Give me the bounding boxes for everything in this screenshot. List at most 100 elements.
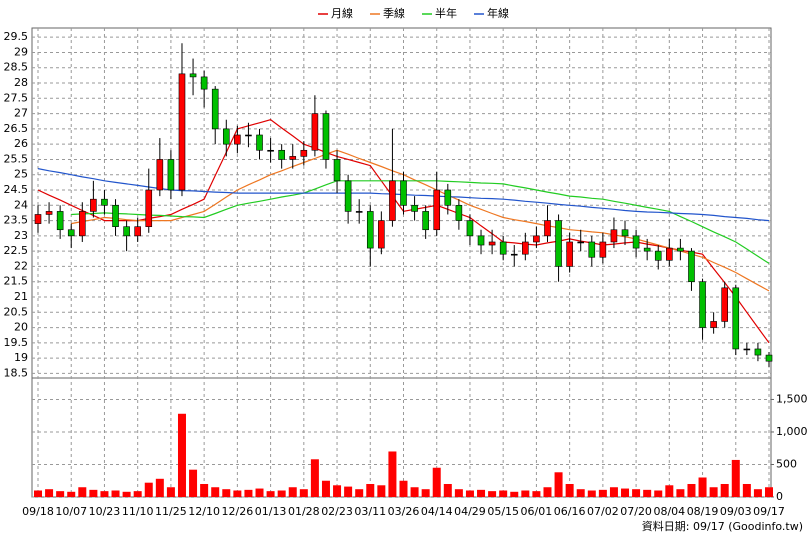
x-tick-label: 12/10	[188, 505, 220, 518]
candle-body	[211, 88, 219, 130]
x-tick-label: 03/26	[388, 505, 420, 518]
volume-bar	[255, 488, 264, 497]
legend: 月線 季線 半年 年線	[318, 6, 509, 20]
y-tick-label: 23	[14, 229, 28, 242]
candle-body	[178, 73, 186, 191]
y-tick-label: 29.5	[4, 30, 29, 43]
y2-tick-label: 1,500	[776, 392, 808, 405]
candle-body	[699, 281, 706, 328]
candle-body	[754, 348, 762, 356]
volume-bar	[443, 483, 452, 497]
candle-body	[544, 220, 551, 237]
x-tick-label: 05/15	[487, 505, 519, 518]
x-tick-label: 07/20	[620, 505, 652, 518]
candle-body	[677, 247, 684, 252]
candle-body	[765, 354, 773, 362]
volume-bar	[676, 489, 685, 497]
x-tick-label: 11/25	[155, 505, 187, 518]
candle-body	[566, 241, 573, 267]
volume-bar	[177, 413, 186, 497]
source-note: 資料日期: 09/17 (Goodinfo.tw)	[642, 519, 803, 533]
y-tick-label: 29	[14, 45, 28, 58]
volume-bar	[554, 472, 563, 497]
volume-bar	[565, 483, 574, 497]
volume-bar	[299, 489, 308, 497]
x-tick-label: 04/14	[421, 505, 453, 518]
volume-bar	[366, 483, 375, 497]
volume-bar	[709, 487, 718, 497]
volume-bar	[488, 491, 497, 497]
candle-body	[200, 76, 208, 90]
candle-body	[444, 189, 452, 206]
volume-bar	[765, 487, 773, 497]
volume-bar	[67, 491, 76, 497]
y-tick-label: 22.5	[4, 244, 29, 257]
candle-body	[112, 204, 119, 227]
y-tick-label: 19	[14, 351, 28, 364]
volume-bar	[532, 491, 541, 497]
x-tick-label: 09/17	[753, 505, 785, 518]
volume-bar	[155, 478, 164, 497]
candle-body	[666, 247, 673, 261]
x-tick-label: 11/10	[122, 505, 154, 518]
x-tick-label: 09/03	[720, 505, 752, 518]
volume-bar	[432, 467, 441, 497]
candle-body	[555, 220, 562, 267]
volume-bar	[111, 490, 120, 497]
y-tick-label: 20.5	[4, 305, 29, 318]
candle-body	[355, 211, 363, 213]
candle-body	[577, 241, 585, 244]
candle-body	[45, 211, 53, 215]
y-tick-label: 27	[14, 107, 28, 120]
candle-body	[67, 229, 75, 237]
x-tick-label: 12/26	[222, 505, 254, 518]
volume-bar	[643, 489, 652, 497]
candle-body	[222, 128, 230, 145]
y2-tick-label: 0	[776, 490, 783, 503]
candle-body	[289, 156, 297, 160]
x-tick-label: 07/02	[587, 505, 619, 518]
y-tick-label: 21.5	[4, 275, 29, 288]
volume-bar	[621, 488, 630, 497]
candle-body	[378, 220, 385, 249]
volume-bar	[698, 477, 707, 497]
legend-label: 年線	[487, 6, 509, 20]
candle-body	[654, 250, 662, 261]
y-tick-label: 25	[14, 168, 28, 181]
y-tick-label: 26	[14, 137, 28, 150]
volume-bar	[632, 489, 641, 497]
candle-body	[79, 211, 86, 237]
volume-bar	[34, 490, 42, 497]
volume-bar	[377, 485, 386, 497]
candle-body	[90, 198, 97, 212]
volume-bar	[421, 489, 430, 497]
candle-body	[499, 241, 507, 255]
candle-body	[311, 113, 319, 151]
volume-bar	[654, 490, 663, 497]
x-tick-label: 09/18	[22, 505, 54, 518]
volume-bar	[609, 487, 618, 497]
y-tick-label: 19.5	[4, 336, 29, 349]
candle-body	[278, 149, 285, 160]
volume-bar	[454, 489, 463, 497]
candle-body	[411, 204, 418, 212]
volume-bar	[100, 491, 109, 497]
volume-bar	[576, 489, 585, 497]
plot-frame	[31, 27, 772, 498]
y-tick-label: 21	[14, 290, 28, 303]
volume-bar	[720, 483, 729, 497]
volume-bar	[45, 489, 54, 497]
x-tick-label: 06/01	[521, 505, 553, 518]
candle-body	[477, 235, 485, 246]
volume-bar	[399, 480, 408, 497]
candle-body	[688, 250, 695, 283]
candle-body	[366, 211, 374, 249]
candle-body	[422, 211, 429, 231]
candle-body	[189, 73, 197, 78]
volume-bar	[310, 459, 319, 497]
x-tick-label: 04/29	[454, 505, 486, 518]
volume-bar	[543, 487, 552, 497]
volume-bar	[731, 459, 740, 497]
y-tick-label: 20	[14, 321, 28, 334]
candle-body	[123, 226, 130, 237]
